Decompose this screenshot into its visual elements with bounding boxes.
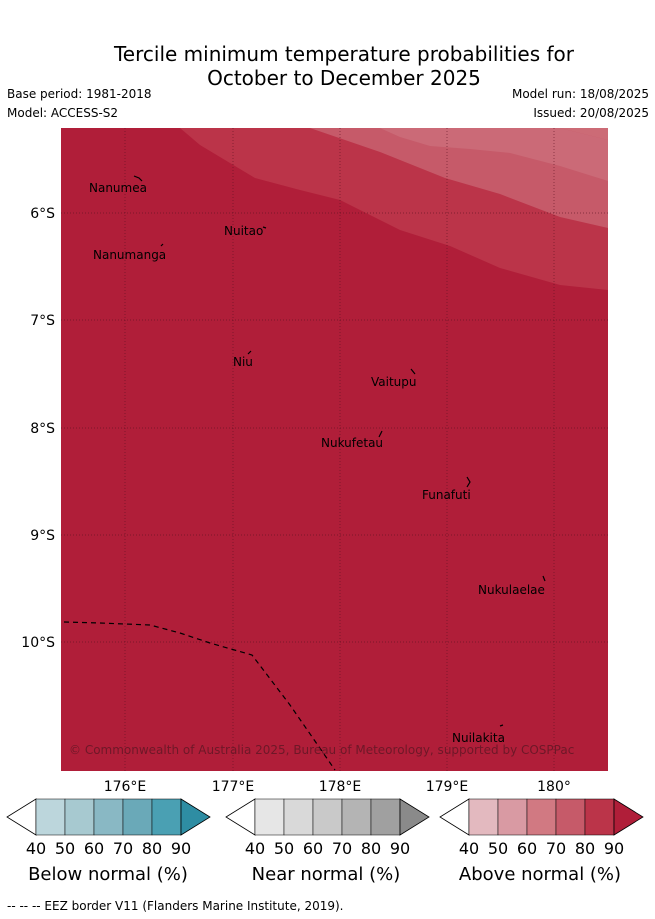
lon-label-179e: 179°E [426, 779, 469, 795]
island-shape-funafuti [466, 476, 471, 488]
model-label: Model: ACCESS-S2 [7, 106, 119, 120]
place-label-nuitao: Nuitao [224, 224, 263, 238]
colorbar-near-extend-high [399, 798, 430, 836]
colorbar-above-swatch [468, 798, 499, 836]
lon-label-180: 180° [537, 779, 571, 795]
colorbar-title-near: Near normal (%) [252, 864, 401, 885]
place-label-funafuti: Funafuti [422, 488, 471, 502]
map-title-line2: October to December 2025 [207, 66, 481, 90]
island-shape-vaitupu [410, 368, 416, 375]
lat-label-6s: 6°S [30, 206, 55, 222]
colorbar-near-swatch [370, 798, 401, 836]
colorbar-near-extend-low [225, 798, 256, 836]
colorbar-above-tick-label: 50 [488, 839, 508, 858]
map-title-line1: Tercile minimum temperature probabilitie… [113, 42, 575, 66]
eez-border-line [63, 621, 336, 771]
place-label-nanumanga: Nanumanga [93, 248, 166, 262]
model-run-label: Model run: 18/08/2025 [511, 87, 649, 101]
prob-band-50b [380, 128, 608, 181]
colorbar-below-extend-high [180, 798, 211, 836]
colorbar-above-tick-label: 90 [604, 839, 624, 858]
colorbar-below-swatch [122, 798, 153, 836]
island-shape-nuilakita [499, 724, 504, 727]
colorbar-below-swatch [35, 798, 66, 836]
colorbar-below-extend-low [6, 798, 37, 836]
lon-label-177e: 177°E [212, 779, 255, 795]
colorbar-above-tick-label: 40 [459, 839, 479, 858]
island-shape-nanumea [133, 175, 143, 182]
colorbar-below-tick-label: 50 [55, 839, 75, 858]
colorbar-near-swatch [283, 798, 314, 836]
colorbar-above-tick-label: 80 [575, 839, 595, 858]
colorbar-below-normal: 40 50 60 70 80 90 Below normal (%) [6, 798, 211, 885]
base-period-label: Base period: 1981-2018 [7, 87, 152, 101]
colorbar-above-swatch [555, 798, 586, 836]
colorbar-below-tick-label: 70 [113, 839, 133, 858]
colorbar-near-tick-label: 80 [361, 839, 381, 858]
colorbar-above-extend-high [613, 798, 644, 836]
lat-label-9s: 9°S [30, 528, 55, 544]
island-shape-niu [247, 350, 252, 355]
colorbar-below-tick-label: 90 [171, 839, 191, 858]
colorbar-near-normal: 40 50 60 70 80 90 Near normal (%) [225, 798, 430, 885]
colorbar-below-tick-label: 80 [142, 839, 162, 858]
colorbar-near-tick-label: 50 [274, 839, 294, 858]
island-shape-nuitao [262, 226, 267, 229]
place-label-nanumea: Nanumea [89, 181, 147, 195]
colorbar-near-tick-label: 40 [245, 839, 265, 858]
colorbar-above-normal: 40 50 60 70 80 90 Above normal (%) [439, 798, 644, 885]
colorbar-near-swatch [312, 798, 343, 836]
colorbar-above-tick-label: 70 [546, 839, 566, 858]
colorbar-above-swatch [497, 798, 528, 836]
island-shape-nukufetau [378, 430, 383, 438]
probability-map: Nanumea Nuitao Nanumanga Niu Vaitupu Nuk… [21, 128, 608, 795]
colorbar-above-swatch [526, 798, 557, 836]
eez-footnote: -- -- -- EEZ border V11 (Flanders Marine… [7, 899, 344, 913]
copyright-text: © Commonwealth of Australia 2025, Bureau… [69, 743, 574, 757]
colorbar-near-tick-label: 60 [303, 839, 323, 858]
colorbar-below-swatch [151, 798, 182, 836]
colorbar-title-below: Below normal (%) [28, 864, 188, 885]
colorbar-near-tick-label: 90 [390, 839, 410, 858]
lat-label-7s: 7°S [30, 313, 55, 329]
place-label-vaitupu: Vaitupu [371, 375, 417, 389]
place-label-nukufetau: Nukufetau [321, 436, 383, 450]
place-label-nukulaelae: Nukulaelae [478, 583, 545, 597]
colorbar-above-tick-label: 60 [517, 839, 537, 858]
colorbar-near-tick-label: 70 [332, 839, 352, 858]
lon-label-178e: 178°E [319, 779, 362, 795]
place-label-niu: Niu [233, 355, 253, 369]
island-shape-nukulaelae [542, 575, 546, 582]
colorbar-below-swatch [93, 798, 124, 836]
colorbar-below-swatch [64, 798, 95, 836]
lat-label-8s: 8°S [30, 421, 55, 437]
colorbar-title-above: Above normal (%) [459, 864, 621, 885]
lon-label-176e: 176°E [104, 779, 147, 795]
lat-label-10s: 10°S [21, 635, 55, 651]
colorbar-below-tick-label: 40 [26, 839, 46, 858]
colorbar-above-extend-low [439, 798, 470, 836]
colorbar-near-swatch [341, 798, 372, 836]
colorbar-below-tick-label: 60 [84, 839, 104, 858]
place-label-nuilakita: Nuilakita [452, 731, 505, 745]
colorbar-above-swatch [584, 798, 615, 836]
island-shape-nanumanga [160, 243, 164, 247]
prob-band-50 [388, 128, 608, 140]
issued-label: Issued: 20/08/2025 [533, 106, 649, 120]
colorbar-near-swatch [254, 798, 285, 836]
